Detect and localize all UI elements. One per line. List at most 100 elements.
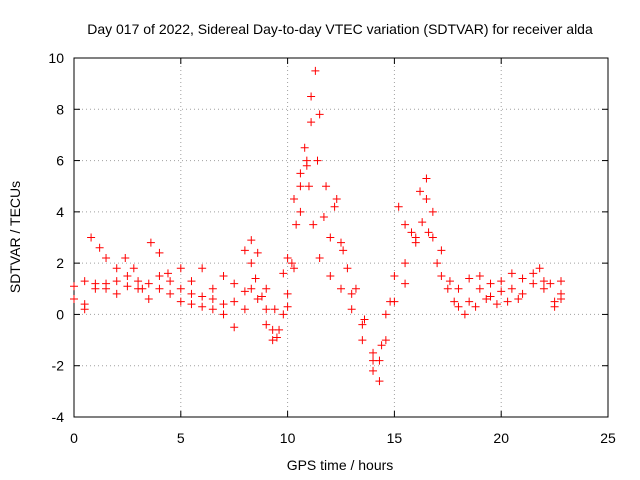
x-axis: 0 5 10 15 20 25 [70,58,616,446]
data-point-marker [129,264,138,273]
data-point-marker [187,277,196,286]
x-tick-label: 5 [177,430,185,446]
x-axis-label: GPS time / hours [287,457,394,473]
data-point-marker [144,279,153,288]
data-point-marker [112,264,121,273]
data-point-marker [112,289,121,298]
series-track-a [70,143,566,375]
data-point-marker [326,271,335,280]
data-point-marker [163,269,172,278]
data-point-marker [304,182,313,191]
data-point-marker [486,292,495,301]
data-point-marker [454,284,463,293]
data-point-marker [91,284,100,293]
data-point-marker [339,246,348,255]
data-point-marker [253,295,262,304]
data-point-marker [401,279,410,288]
y-axis-label: SDTVAR / TECUs [7,181,23,293]
data-point-marker [240,305,249,314]
data-point-marker [230,297,239,306]
data-point-marker [219,310,228,319]
data-point-marker [80,277,89,286]
data-point-marker [272,333,281,342]
data-point-marker [155,284,164,293]
data-point-marker [262,305,271,314]
data-point-marker [253,248,262,257]
y-tick-label: 4 [56,204,64,220]
y-tick-label: 10 [48,50,64,66]
data-point-marker [492,300,501,309]
data-point-marker [219,271,228,280]
data-point-marker [343,264,352,273]
y-tick-label: -2 [52,358,65,374]
data-point-marker [401,259,410,268]
data-point-marker [208,295,217,304]
data-point-marker [208,284,217,293]
data-point-marker [123,282,132,291]
data-point-marker [450,297,459,306]
data-point-marker [296,169,305,178]
data-point-marker [443,284,452,293]
data-point-marker [358,320,367,329]
data-point-marker [394,202,403,211]
chart-title: Day 017 of 2022, Sidereal Day-to-day VTE… [87,21,593,37]
x-tick-label: 10 [280,430,296,446]
data-points [70,66,566,386]
data-point-marker [330,202,339,211]
data-point-marker [369,366,378,375]
x-tick-label: 15 [387,430,403,446]
data-point-marker [102,254,111,263]
data-point-marker [146,238,155,247]
data-point-marker [422,174,431,183]
data-point-marker [550,302,559,311]
data-point-marker [381,310,390,319]
data-point-marker [437,246,446,255]
data-point-marker [445,277,454,286]
data-point-marker [311,66,320,75]
data-point-marker [279,310,288,319]
data-point-marker [240,246,249,255]
data-point-marker [546,279,555,288]
data-point-marker [198,264,207,273]
data-point-marker [475,271,484,280]
data-point-marker [482,295,491,304]
data-point-marker [539,284,548,293]
data-point-marker [95,243,104,252]
data-point-marker [230,323,239,332]
data-point-marker [283,302,292,311]
series-track-b [70,118,566,386]
data-point-marker [497,287,506,296]
data-point-marker [123,271,132,280]
data-point-marker [465,297,474,306]
data-point-marker [290,195,299,204]
data-point-marker [251,274,260,283]
data-point-marker [257,292,266,301]
data-point-marker [144,295,153,304]
data-point-marker [240,287,249,296]
data-point-marker [198,292,207,301]
data-point-marker [319,212,328,221]
data-point-marker [290,264,299,273]
data-point-marker [70,295,78,304]
data-point-marker [315,254,324,263]
data-point-marker [296,182,305,191]
data-point-marker [503,297,512,306]
data-point-marker [300,143,309,152]
data-point-marker [535,264,544,273]
data-point-marker [539,277,548,286]
data-point-marker [437,271,446,280]
data-point-marker [134,277,143,286]
data-point-marker [302,156,311,165]
data-point-marker [428,233,437,242]
data-point-marker [219,300,228,309]
data-point-marker [155,271,164,280]
data-point-marker [557,289,566,298]
data-point-marker [166,289,175,298]
y-tick-label: -4 [52,409,65,425]
data-point-marker [518,289,527,298]
data-point-marker [351,284,360,293]
data-point-marker [514,295,523,304]
data-point-marker [529,279,538,288]
data-point-marker [292,220,301,229]
series-track-c [80,66,566,357]
